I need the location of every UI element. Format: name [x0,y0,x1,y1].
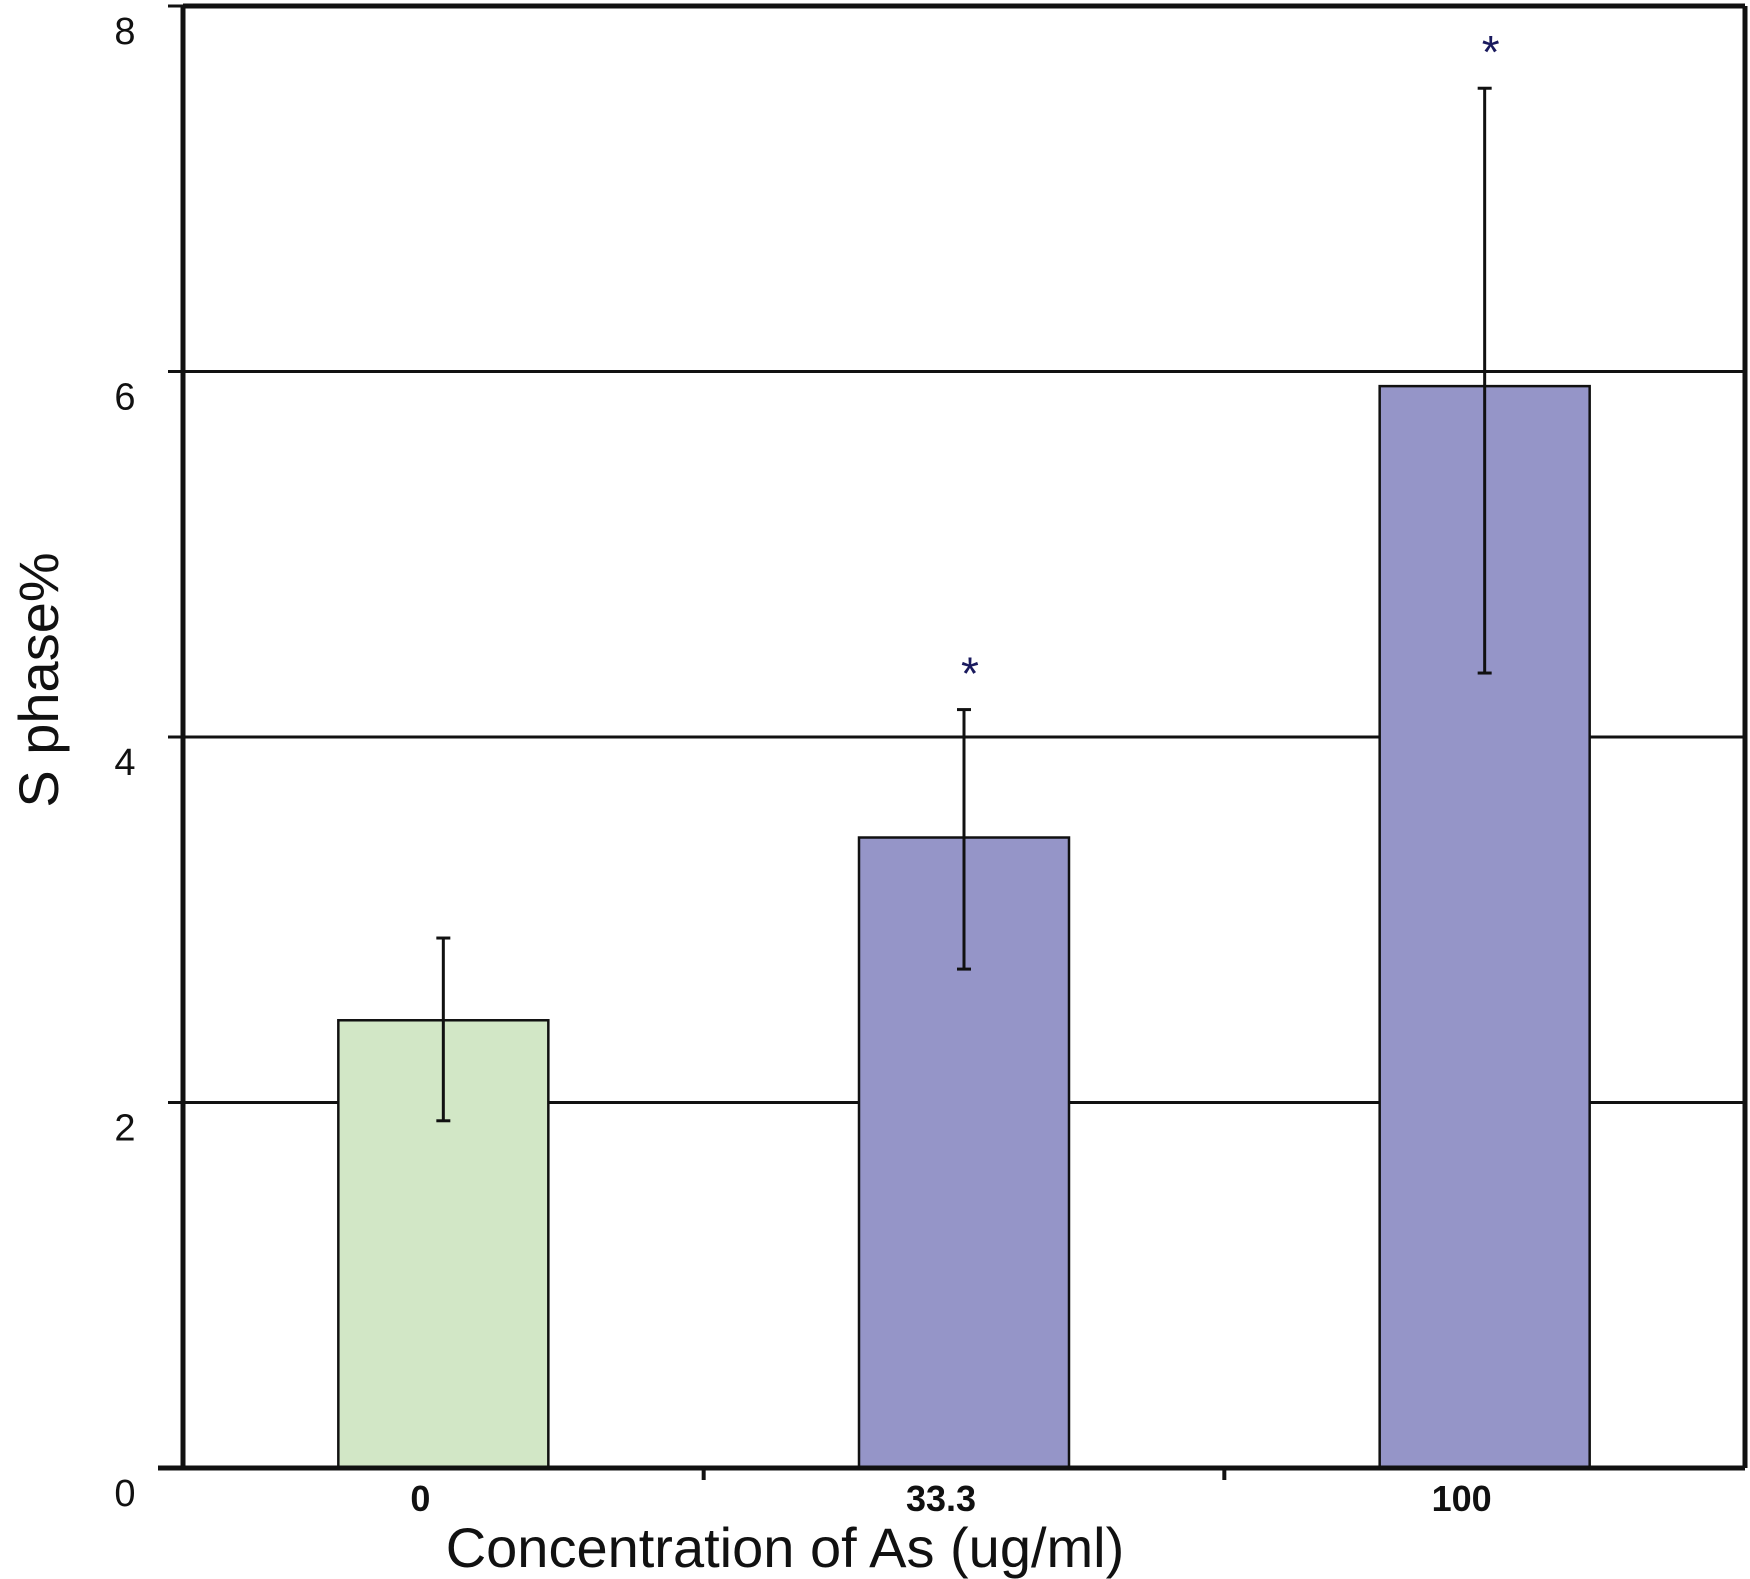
error-bars [436,86,1492,1123]
y-axis-title: S phase% [7,552,70,807]
y-tick-label: 4 [114,742,135,784]
x-tick-label: 0 [410,1478,430,1519]
y-tick-label: 2 [114,1108,135,1150]
x-tick-label: 100 [1432,1478,1492,1519]
significance-mark: * [1482,26,1500,78]
significance-marks: ** [961,26,1500,699]
y-tick-label: 6 [114,377,135,419]
y-tick-label: 0 [114,1473,135,1515]
x-axis-title: Concentration of As (ug/ml) [446,1516,1125,1579]
x-tick-label: 33.3 [906,1478,976,1519]
significance-mark: * [961,648,979,700]
y-tick-label: 8 [114,11,135,53]
x-axis-ticks: 0 33.3 100 [410,1468,1492,1519]
y-axis-ticks: 0 2 4 6 8 [114,4,183,1515]
